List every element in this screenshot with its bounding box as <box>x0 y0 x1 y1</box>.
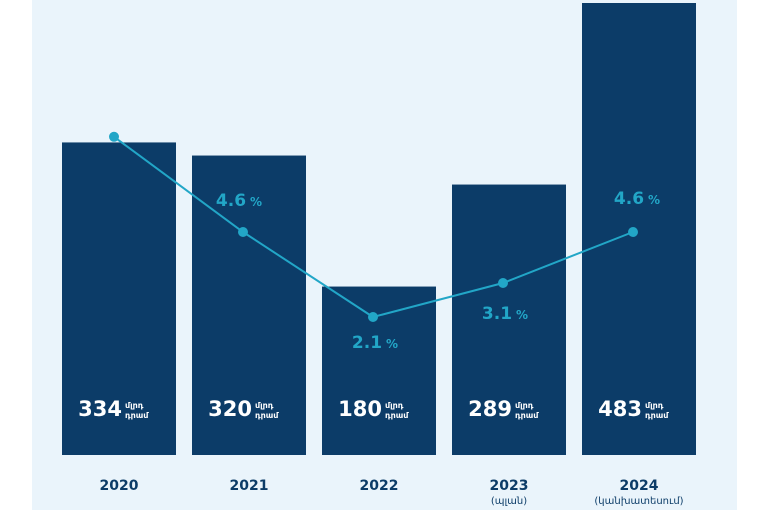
bar-unit-label: դրամ <box>515 411 539 420</box>
year-label: 2022 <box>360 478 399 494</box>
percent-unit: % <box>516 308 528 322</box>
bar-value-label: 289 <box>468 397 512 421</box>
year-note: (պլան) <box>491 496 527 507</box>
bar-2021 <box>192 155 306 455</box>
line-point-2022 <box>368 312 378 322</box>
year-label: 2024 <box>620 478 659 494</box>
bar-unit-label: մլրդ <box>255 401 274 410</box>
bar-unit-label: մլրդ <box>515 401 534 410</box>
percent-value: 4.6 <box>216 191 246 211</box>
bar-value-label: 483 <box>598 397 642 421</box>
year-label: 2020 <box>100 478 139 494</box>
bar-unit-label: դրամ <box>385 411 409 420</box>
line-point-2020 <box>109 131 119 142</box>
year-label: 2023 <box>490 478 529 494</box>
percent-unit: % <box>250 195 262 209</box>
bar-2020 <box>62 142 176 455</box>
percent-label: 2.1% <box>352 333 398 353</box>
right-margin <box>737 0 769 510</box>
line-point-2024 <box>628 227 638 237</box>
bar-unit-label: մլրդ <box>385 401 404 410</box>
percent-value: 3.1 <box>482 304 512 324</box>
line-point-2023 <box>498 278 508 288</box>
bar-2023 <box>452 184 566 456</box>
percent-value: 2.1 <box>352 333 382 353</box>
bar-unit-label: դրամ <box>125 411 149 420</box>
bar-value-label: 180 <box>338 397 382 421</box>
bar-unit-label: դրամ <box>645 411 669 420</box>
bar-value-label: 334 <box>78 397 122 421</box>
line-point-2021 <box>238 227 248 237</box>
year-label: 2021 <box>230 478 269 494</box>
percent-label: 4.6% <box>216 191 262 211</box>
left-margin <box>0 0 32 510</box>
percent-value: 4.6 <box>614 189 644 209</box>
bar-unit-label: մլրդ <box>125 401 144 410</box>
bar-value-label: 320 <box>208 397 252 421</box>
bar-unit-label: մլրդ <box>645 401 664 410</box>
bar-2024 <box>582 3 696 455</box>
bar-unit-label: դրամ <box>255 411 279 420</box>
year-note: (կանխատեսում) <box>594 496 683 507</box>
percent-unit: % <box>386 337 398 351</box>
percent-label: 3.1% <box>482 304 528 324</box>
bar-2022 <box>322 286 436 455</box>
percent-label: 4.6% <box>614 189 660 209</box>
percent-unit: % <box>648 193 660 207</box>
